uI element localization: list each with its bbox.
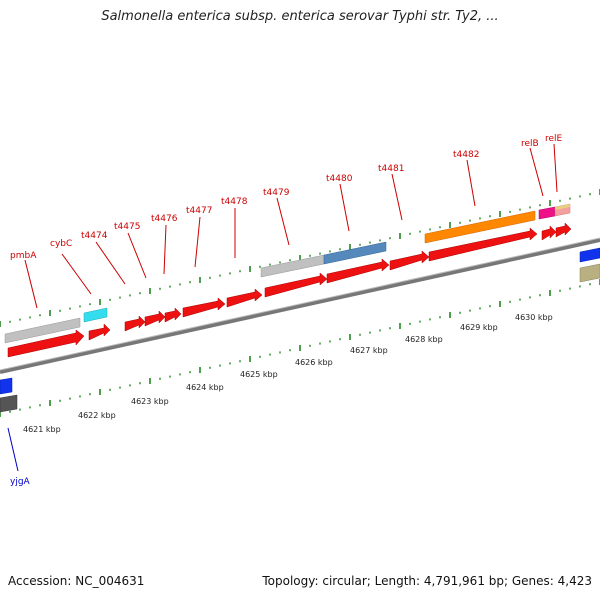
gene-label-t4479[interactable]: t4479 (263, 188, 290, 198)
leader-t4476 (163, 224, 167, 275)
leader-t4482 (466, 159, 476, 207)
cog-bar-t4482[interactable] (424, 210, 536, 244)
cog-bar-right-khaki[interactable] (579, 263, 600, 283)
cog-bar-left-blue[interactable] (0, 377, 13, 395)
scale-label: 4621 kbp (23, 425, 61, 434)
gene-arrow-t4482[interactable] (428, 227, 538, 262)
scale-label: 4629 kbp (460, 323, 498, 332)
scale-label: 4624 kbp (186, 383, 224, 392)
genome-backbone-highlight (0, 237, 600, 371)
cog-bar-t4479[interactable] (260, 254, 325, 278)
gene-arrow-t4474[interactable] (124, 315, 146, 332)
cog-bar-left-darkgray[interactable] (0, 394, 18, 413)
cog-track (0, 203, 600, 413)
cog-bar-t4480[interactable] (323, 241, 387, 265)
gene-arrow-pmbA[interactable] (7, 329, 85, 358)
cog-bar-right-blue[interactable] (579, 247, 600, 263)
upper-ruler (0, 189, 600, 327)
leader-relB (529, 147, 544, 197)
gene-arrow-t4475[interactable] (144, 310, 166, 327)
label-leaders (7, 143, 558, 472)
scale-label: 4626 kbp (295, 358, 333, 367)
gene-arrow-t4480[interactable] (326, 258, 390, 284)
leader-relE (553, 143, 558, 193)
gene-arrow-t4479[interactable] (264, 272, 328, 298)
gene-arrow-t4481[interactable] (389, 250, 430, 271)
genome-backbone (0, 238, 600, 374)
leader-t4480 (339, 183, 350, 232)
gene-arrow-t4476[interactable] (164, 307, 182, 323)
genome-summary-text: Topology: circular; Length: 4,791,961 bp… (262, 574, 592, 588)
gene-label-t4474[interactable]: t4474 (81, 231, 108, 241)
gene-label-t4480[interactable]: t4480 (326, 174, 353, 184)
scale-label: 4630 kbp (515, 313, 553, 322)
cog-bar-relE-top (555, 204, 570, 210)
gene-label-t4481[interactable]: t4481 (378, 164, 404, 174)
gene-label-pmbA[interactable]: pmbA (10, 251, 37, 261)
gene-arrow-t4477[interactable] (182, 297, 226, 318)
leader-t4479 (276, 197, 290, 246)
gene-label-cybC[interactable]: cybC (50, 239, 72, 249)
scale-labels: 4621 kbp 4622 kbp 4623 kbp 4624 kbp 4625… (23, 313, 553, 434)
gene-label-t4482[interactable]: t4482 (453, 150, 479, 160)
gene-arrow-relB[interactable] (541, 225, 557, 241)
leader-yjgA (7, 427, 19, 472)
gene-label-yjgA[interactable]: yjgA (10, 477, 31, 487)
leader-t4481 (391, 173, 403, 221)
gene-arrow-relE[interactable] (555, 222, 572, 238)
scale-label: 4625 kbp (240, 370, 278, 379)
scale-label: 4628 kbp (405, 335, 443, 344)
gene-label-relB[interactable]: relB (521, 139, 539, 149)
scale-label: 4623 kbp (131, 397, 169, 406)
gene-arrow-cybC[interactable] (88, 323, 111, 341)
gene-arrow-t4478[interactable] (226, 288, 263, 308)
leader-t4474 (95, 241, 126, 285)
cog-bar-cybC[interactable] (83, 307, 108, 323)
gene-track (7, 222, 572, 358)
gene-label-t4478[interactable]: t4478 (221, 197, 248, 207)
cog-bar-relB[interactable] (538, 206, 556, 220)
leader-t4477 (194, 216, 201, 268)
accession-text: Accession: NC_004631 (8, 574, 145, 588)
cog-bar-pmbA[interactable] (4, 317, 81, 344)
gene-label-t4475[interactable]: t4475 (114, 222, 140, 232)
leader-pmbA (24, 259, 38, 309)
map-title: Salmonella enterica subsp. enterica sero… (101, 9, 499, 24)
gene-labels: pmbA cybC t4474 t4475 t4476 t4477 t4478 … (10, 134, 563, 487)
gene-label-t4477[interactable]: t4477 (186, 206, 212, 216)
gene-label-relE[interactable]: relE (545, 134, 563, 144)
scale-label: 4627 kbp (350, 346, 388, 355)
scale-label: 4622 kbp (78, 411, 116, 420)
leader-t4475 (127, 232, 147, 279)
gene-label-t4476[interactable]: t4476 (151, 214, 178, 224)
lower-ruler (0, 279, 600, 417)
leader-cybC (61, 253, 92, 295)
